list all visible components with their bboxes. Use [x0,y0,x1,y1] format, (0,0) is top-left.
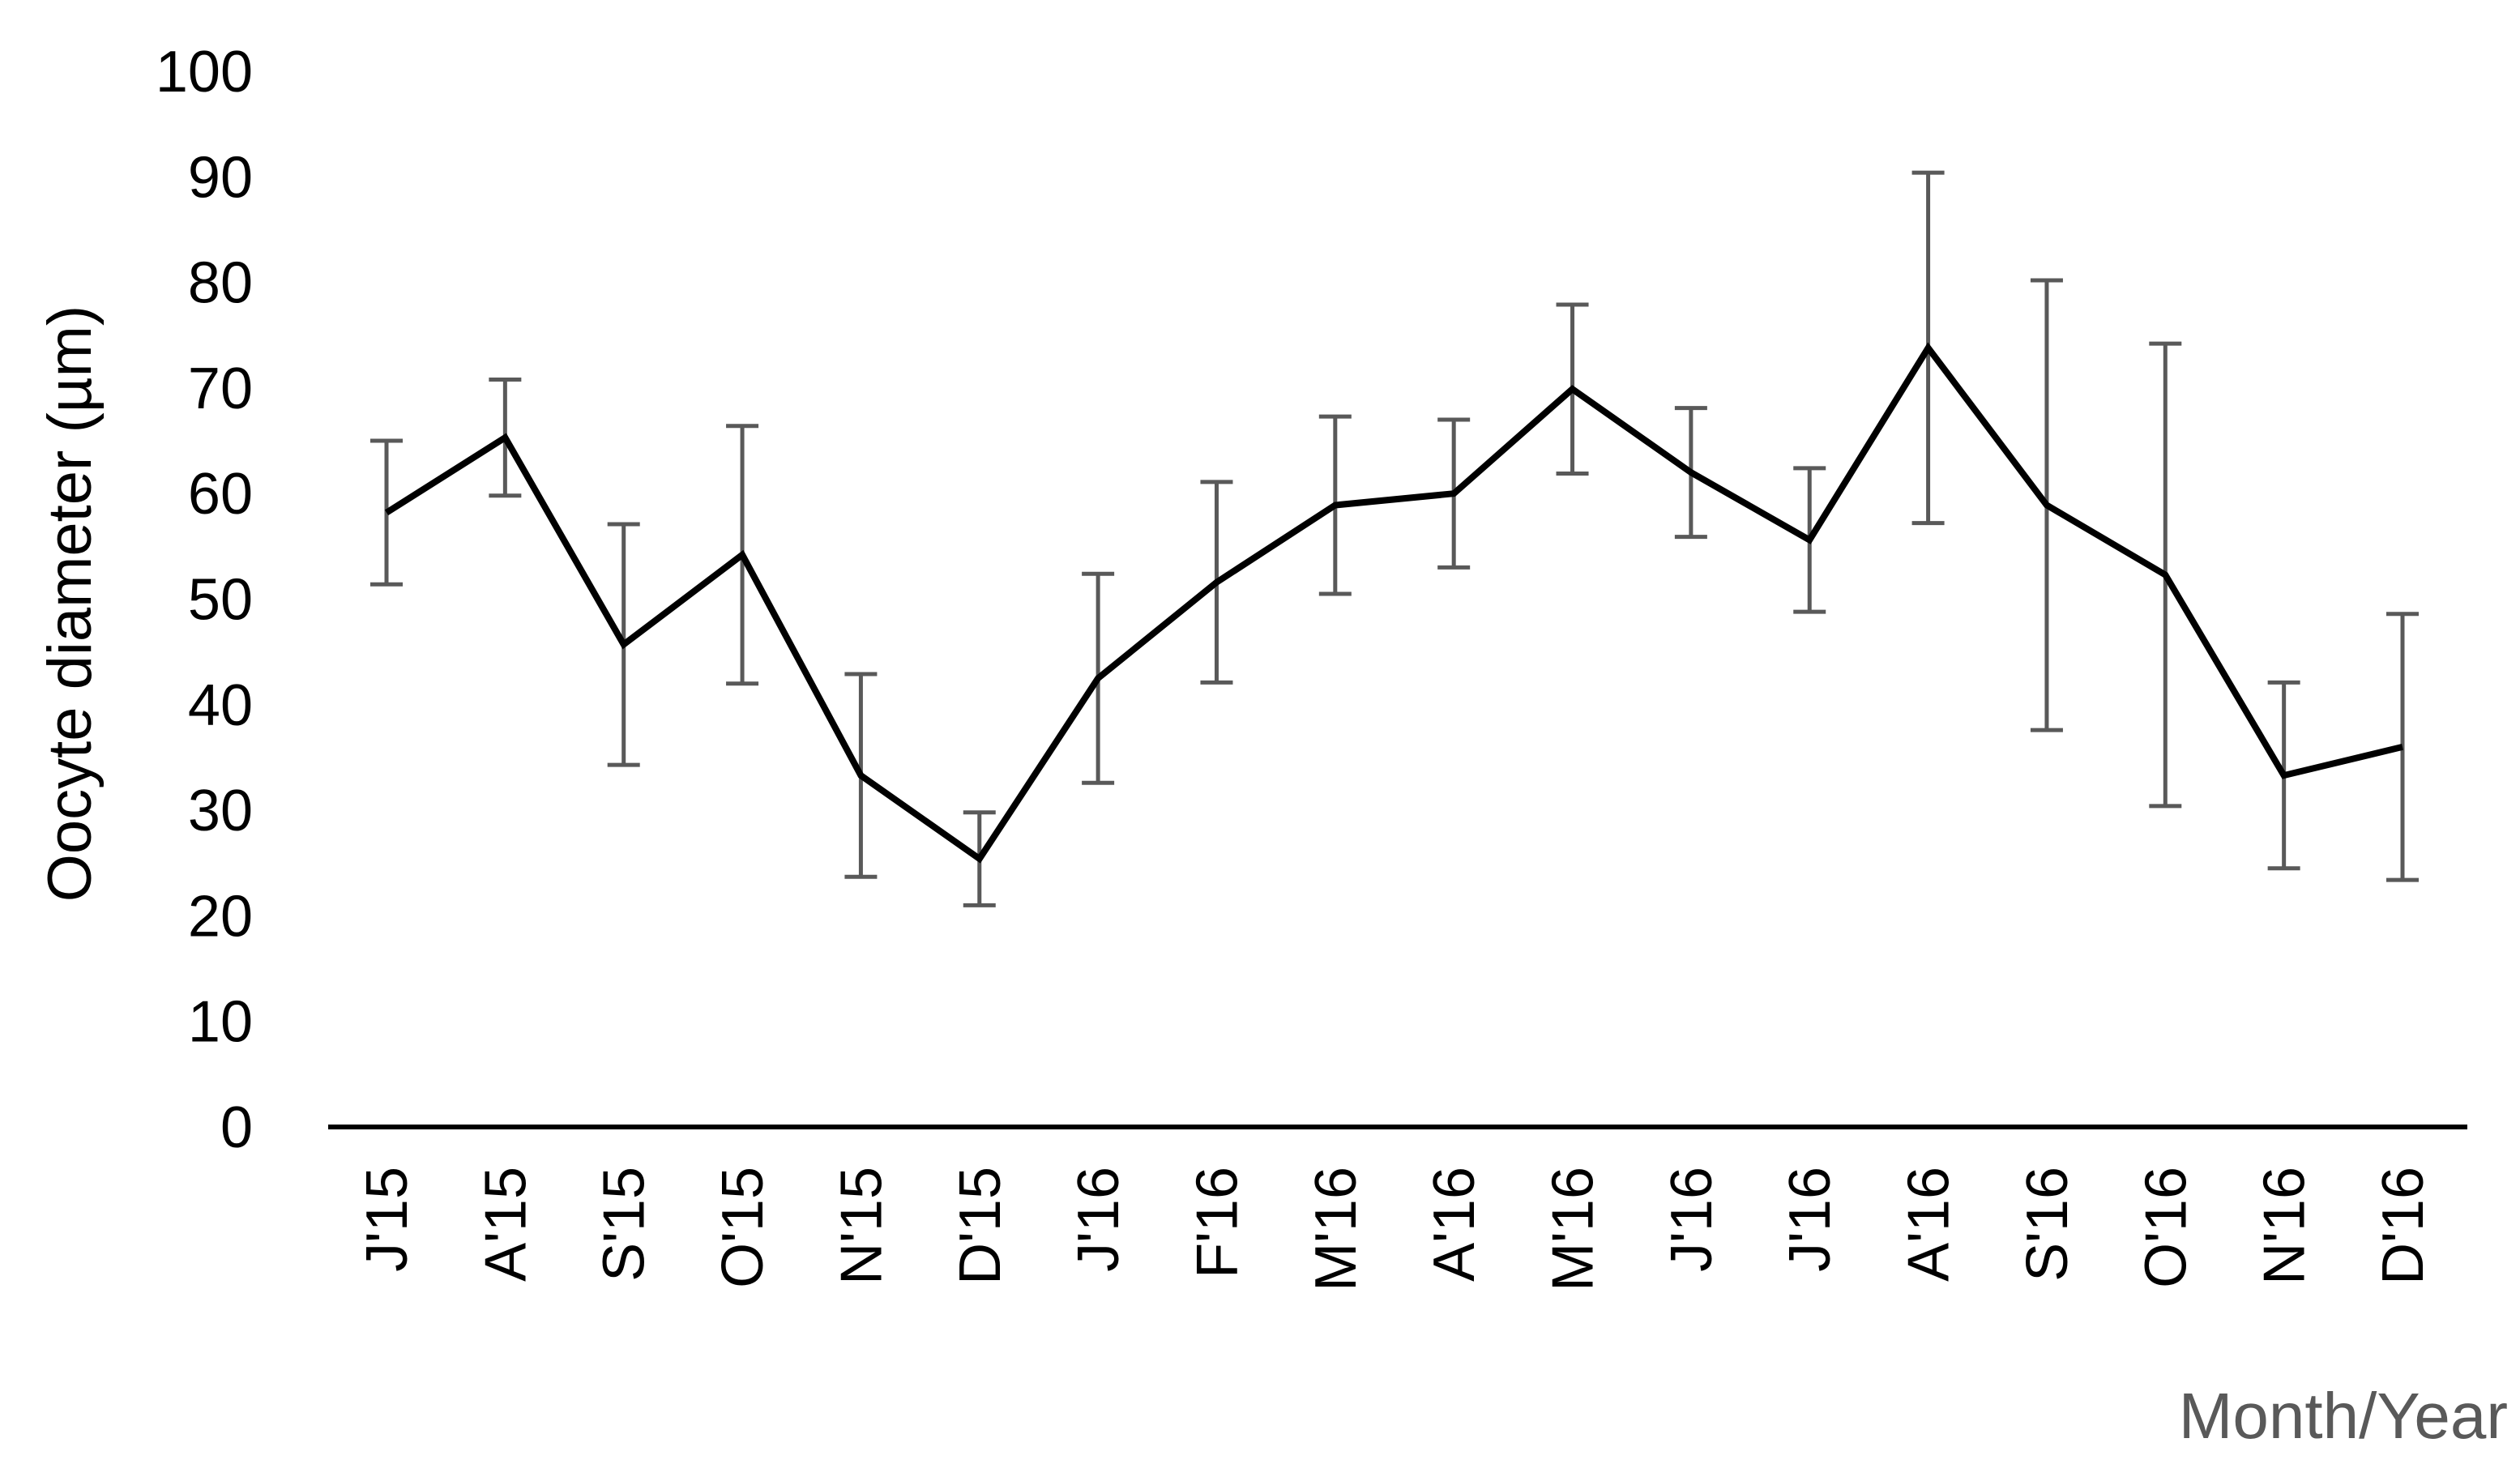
x-tick-label: J'16 [1778,1167,1843,1272]
x-tick-label: O'16 [2133,1167,2198,1288]
x-tick-label: A'16 [1897,1167,1962,1282]
y-tick-label: 20 [188,884,253,949]
x-tick-label: M'16 [1541,1167,1606,1291]
x-tick-label: D'15 [948,1167,1013,1285]
y-tick-label: 60 [188,462,253,527]
error-bars [370,170,2419,907]
y-axis-title: Oocyte diameter (µm) [36,305,105,902]
x-tick-label: A'15 [473,1167,538,1282]
x-tick-label: F'16 [1185,1167,1249,1278]
y-tick-label: 70 [188,356,253,421]
y-tick-label: 80 [188,251,253,316]
x-tick-label: A'16 [1422,1167,1487,1282]
x-tick-label: S'15 [592,1167,657,1282]
x-tick-label: S'16 [2015,1167,2080,1282]
x-tick-label: O'15 [711,1167,775,1288]
y-tick-label: 90 [188,145,253,210]
x-tick-label: M'16 [1304,1167,1369,1291]
x-tick-label: N'15 [829,1167,894,1285]
y-axis-tick-labels: 0 10 20 30 40 50 60 70 80 90 100 [156,40,253,1160]
y-tick-label: 30 [188,779,253,843]
y-tick-label: 50 [188,568,253,633]
x-tick-label: J'16 [1659,1167,1724,1272]
x-axis-title: Month/Year [2179,1380,2508,1452]
y-tick-label: 0 [220,1095,253,1160]
x-tick-label: J'16 [1066,1167,1131,1272]
y-tick-label: 40 [188,673,253,738]
x-tick-label: J'15 [355,1167,420,1272]
x-tick-label: D'16 [2371,1167,2436,1285]
y-tick-label: 100 [156,40,253,105]
x-tick-label: N'16 [2253,1167,2317,1285]
y-tick-label: 10 [188,990,253,1055]
series-line [384,342,2403,864]
x-axis-tick-labels: J'15 A'15 S'15 O'15 N'15 D'15 J'16 F'16 M'16 A'16… [355,1167,2436,1291]
